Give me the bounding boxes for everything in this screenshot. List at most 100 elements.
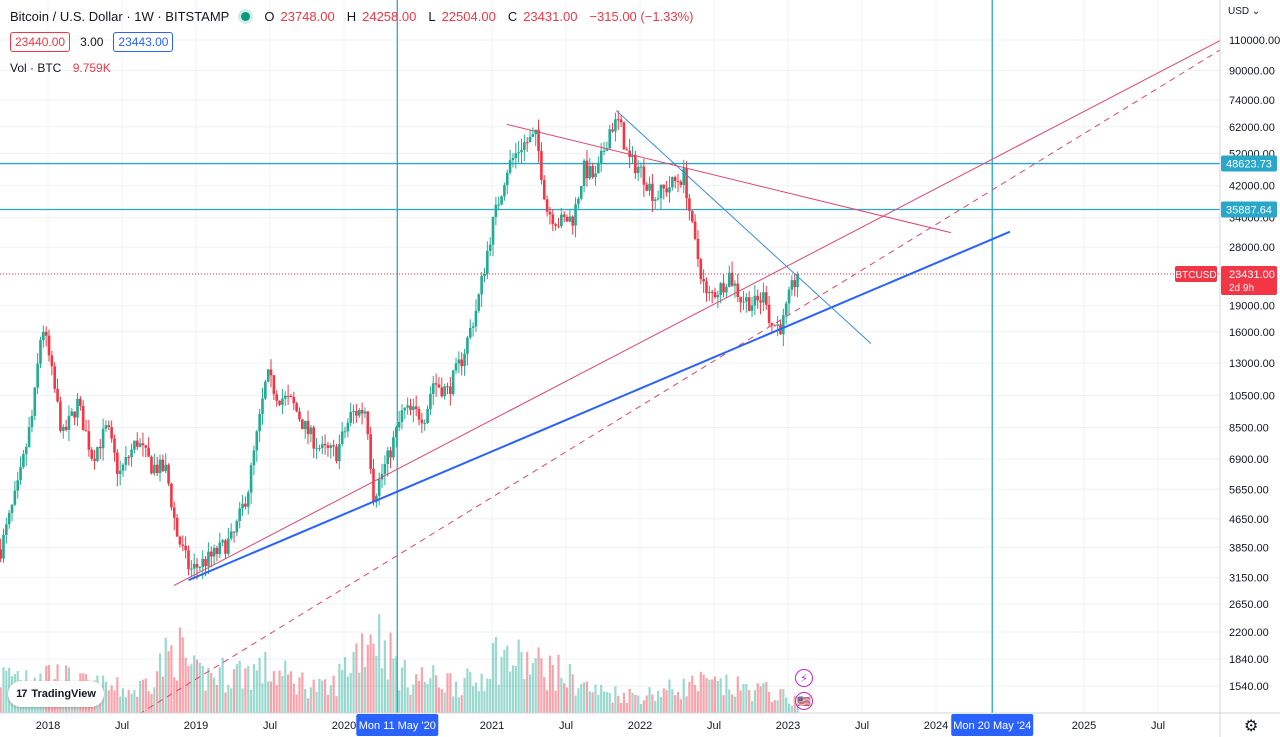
volume-bar [531, 662, 534, 713]
bid-price-button[interactable]: 23440.00 [10, 32, 71, 52]
candle-body [412, 406, 415, 410]
candle-body [597, 162, 600, 174]
candle-body [477, 294, 481, 311]
candle-body [215, 547, 219, 554]
candle-body [30, 415, 34, 428]
candle-body [787, 289, 791, 304]
candle-body [61, 426, 65, 431]
candle-body [315, 448, 318, 450]
candle-body [70, 411, 74, 416]
volume-bar [671, 689, 674, 713]
candle-body [776, 324, 779, 326]
x-tick-label: Jul [263, 720, 277, 732]
volume-bar [491, 643, 495, 713]
volume-bars [0, 614, 799, 713]
volume-bar [537, 647, 540, 713]
volume-label: Vol · BTC [10, 61, 62, 75]
y-tick-label: 42000.00 [1229, 181, 1275, 193]
candle-body [673, 177, 677, 182]
candle-body [93, 458, 96, 461]
candle-body [730, 272, 734, 286]
volume-bar [267, 681, 270, 713]
tradingview-logo[interactable]: 17 TradingView [8, 681, 104, 707]
candle-body [178, 536, 182, 545]
candle-body [796, 274, 799, 288]
volume-bar [540, 658, 543, 713]
x-tick-label: Jul [115, 720, 129, 732]
candle-body [784, 303, 788, 316]
open-label: O [264, 9, 275, 24]
y-tick-label: 110000.00 [1229, 35, 1280, 47]
symbol-title[interactable]: Bitcoin / U.S. Dollar · 1W · BITSTAMP [10, 9, 230, 24]
candle-body [767, 304, 771, 323]
volume-bar [380, 668, 384, 713]
trendline-3 [188, 230, 1011, 582]
candle-body [557, 225, 560, 227]
candle-body [301, 419, 304, 430]
volume-bar [2, 667, 5, 713]
volume-legend[interactable]: Vol · BTC 9.759K [10, 61, 111, 75]
candle-body [2, 534, 5, 559]
volume-bar [426, 683, 429, 713]
candle-body [278, 400, 281, 405]
candle-body [616, 119, 620, 121]
candle-body [335, 446, 338, 462]
price-axis [1220, 0, 1280, 737]
spread-value: 3.00 [80, 35, 104, 49]
candle-body [494, 204, 498, 217]
volume-bar [614, 686, 617, 713]
volume-bar [133, 690, 136, 713]
current-price-label: 23431.00 [1229, 269, 1275, 281]
candle-body [423, 423, 427, 425]
ask-price-button[interactable]: 23443.00 [113, 32, 174, 52]
x-tick-label: Jul [707, 720, 721, 732]
volume-bar [489, 678, 492, 713]
volume-value: 9.759K [72, 61, 111, 75]
settings-gear-icon[interactable]: ⚙ [1244, 718, 1259, 735]
candle-body [332, 445, 335, 447]
close-value: 23431.00 [523, 9, 578, 24]
y-tick-label: 90000.00 [1229, 65, 1275, 77]
candle-body [241, 503, 244, 509]
volume-bar [560, 677, 563, 713]
volume-bar [224, 692, 227, 713]
candle-body [107, 425, 111, 428]
volume-bar [466, 668, 469, 713]
candle-body [733, 283, 737, 286]
volume-bar [289, 671, 293, 713]
volume-bar [546, 690, 549, 713]
candle-body [227, 538, 230, 554]
us-flag-event-icon[interactable]: 🇺🇸 [795, 692, 813, 710]
volume-bar [403, 659, 406, 713]
candle-body [759, 300, 762, 303]
candle-body [204, 558, 207, 567]
volume-bar [605, 692, 608, 713]
chart-legend-header: Bitcoin / U.S. Dollar · 1W · BITSTAMP O 2… [10, 9, 700, 24]
volume-bar [637, 695, 640, 713]
x-tick-label: 2024 [924, 720, 948, 732]
candle-body [525, 142, 529, 144]
candle-body [431, 383, 435, 394]
lightning-event-icon[interactable]: ⚡ [795, 669, 813, 687]
x-tick-label: 2020 [332, 720, 356, 732]
volume-bar [429, 678, 432, 713]
candle-body [275, 394, 279, 401]
trendline-1 [173, 8, 1280, 587]
volume-bar [543, 676, 546, 713]
candle-body [394, 427, 398, 438]
level-price-label: 48623.73 [1226, 159, 1272, 171]
candle-body [713, 292, 717, 298]
candle-body [158, 459, 162, 474]
candle-body [429, 393, 432, 409]
volume-bar [389, 632, 392, 713]
candle-body [451, 370, 455, 395]
x-tick-label: 2025 [1072, 720, 1096, 732]
currency-dropdown[interactable]: USD ⌄ [1228, 6, 1261, 17]
candle-body [747, 297, 751, 311]
candle-body [261, 398, 264, 414]
volume-bar [363, 666, 367, 713]
volume-bar [526, 651, 529, 713]
candle-body [121, 464, 125, 471]
y-tick-label: 8500.00 [1229, 422, 1269, 434]
